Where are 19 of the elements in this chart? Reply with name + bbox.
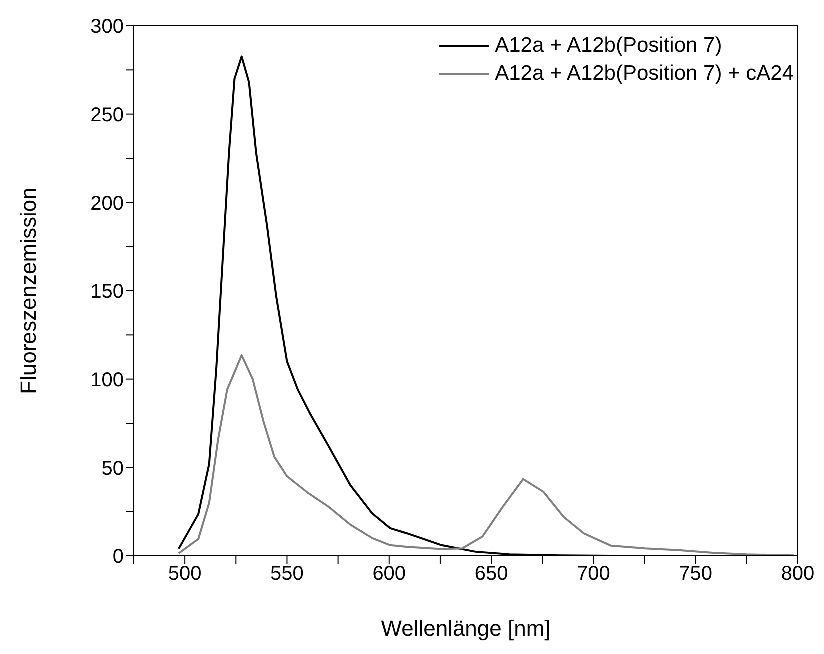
legend-label: A12a + A12b(Position 7) + cA24: [495, 61, 794, 87]
y-tick-label: 150: [90, 281, 124, 304]
x-tick-label: 800: [781, 563, 815, 586]
x-tick-label: 500: [168, 563, 202, 586]
x-tick-label: 600: [372, 563, 406, 586]
y-tick-label: 100: [90, 369, 124, 392]
y-tick-label: 250: [90, 104, 124, 126]
x-tick-label: 650: [474, 563, 508, 586]
y-tick-label: 0: [112, 546, 124, 568]
x-axis-title: Wellenlänge [nm]: [381, 616, 551, 641]
x-tick-label: 700: [577, 563, 610, 586]
y-tick-label: 200: [90, 192, 124, 215]
legend-label: A12a + A12b(Position 7): [495, 33, 722, 59]
x-tick-label: 750: [679, 563, 713, 586]
y-tick-label: 50: [102, 458, 124, 480]
y-tick-label: 300: [90, 16, 124, 38]
y-axis-title: Fluoreszenzemission: [16, 188, 41, 394]
x-tick-label: 550: [270, 563, 304, 586]
line-series: [178, 354, 795, 556]
